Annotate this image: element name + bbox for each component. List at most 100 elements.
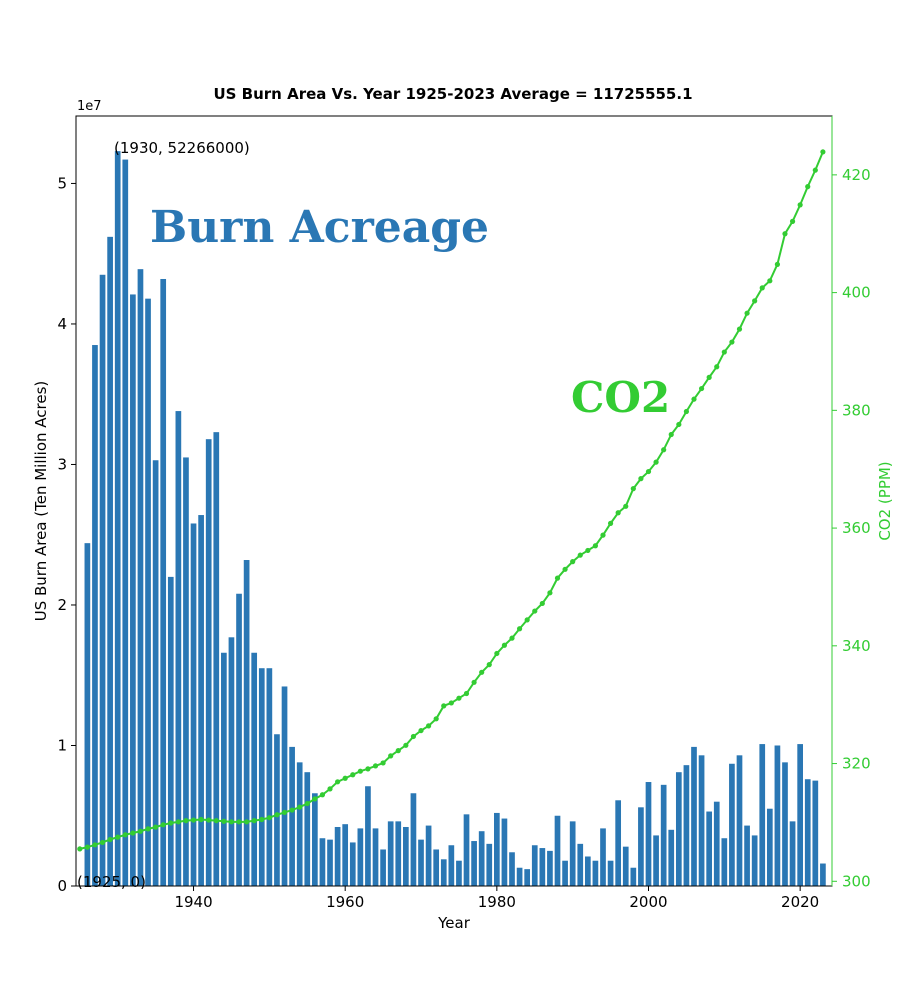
burn-bar-1949 (258, 668, 265, 886)
burn-bar-1951 (274, 734, 280, 886)
co2-point-2020 (797, 202, 803, 208)
burn-bar-1972 (433, 849, 440, 886)
co2-point-2011 (729, 339, 735, 345)
co2-point-1965 (380, 760, 386, 766)
co2-point-1993 (592, 543, 599, 549)
co2-point-2023 (820, 149, 826, 155)
x-axis: 1940 1960 1980 2000 2020 (174, 886, 819, 911)
burn-bar-2018 (782, 762, 788, 886)
burn-bar-1927 (92, 345, 98, 886)
co2-point-1948 (251, 818, 257, 824)
burn-bar-2021 (804, 779, 811, 886)
co2-point-1963 (365, 766, 371, 772)
co2-point-2016 (767, 278, 773, 284)
burn-bar-1985 (531, 845, 538, 886)
burn-bar-1950 (266, 668, 273, 886)
burn-bar-1932 (130, 294, 136, 886)
co2-point-1982 (509, 635, 515, 641)
burn-bar-1959 (334, 826, 341, 886)
co2-point-1930 (115, 834, 121, 840)
left-tick-label: 0 (57, 877, 67, 895)
co2-point-1959 (335, 779, 341, 785)
co2-point-1951 (274, 812, 280, 818)
burn-bar-1980 (494, 812, 500, 886)
co2-point-1925 (77, 846, 83, 852)
co2-point-1940 (190, 817, 197, 823)
co2-point-1955 (304, 800, 310, 807)
chart-title: US Burn Area Vs. Year 1925-2023 Average … (213, 85, 692, 103)
co2-point-1929 (107, 836, 113, 843)
co2-point-1975 (456, 695, 462, 701)
burn-bar-2009 (713, 801, 720, 886)
co2-point-1966 (388, 753, 394, 759)
co2-point-1987 (547, 590, 553, 596)
burn-bar-1970 (418, 839, 424, 886)
burn-bar-1974 (448, 845, 455, 886)
burn-bar-1955 (304, 772, 311, 886)
co2-point-1983 (516, 626, 523, 632)
burn-bar-1941 (198, 515, 204, 886)
y-axis-offset-text: 1e7 (77, 99, 102, 114)
co2-point-1974 (448, 700, 454, 706)
right-tick-label: 420 (842, 166, 871, 184)
co2-point-2007 (698, 385, 705, 392)
co2-point-1933 (137, 828, 144, 834)
burn-bar-2007 (698, 755, 705, 886)
co2-point-2012 (736, 326, 743, 332)
burn-bar-2002 (660, 784, 667, 886)
co2-point-2021 (805, 184, 811, 190)
co2-point-1989 (562, 566, 568, 572)
burn-bar-2013 (744, 825, 750, 886)
burn-bar-1987 (547, 850, 553, 886)
co2-point-1941 (198, 816, 204, 823)
burn-bar-1940 (190, 523, 197, 886)
co2-point-1949 (259, 816, 265, 823)
burn-bar-2003 (668, 829, 675, 886)
x-tick-label: 1940 (174, 893, 212, 911)
burn-bar-1948 (251, 652, 258, 886)
co2-point-2006 (691, 396, 697, 402)
burn-bar-2004 (675, 772, 682, 886)
co2-point-2000 (645, 468, 652, 475)
burn-bar-2014 (751, 835, 758, 886)
co2-point-1992 (585, 547, 591, 554)
co2-point-1972 (433, 716, 439, 722)
burn-bar-1990 (569, 821, 576, 886)
burn-bar-1933 (137, 269, 144, 886)
burn-bar-1994 (600, 828, 606, 886)
co2-point-1977 (471, 679, 477, 685)
co2-point-1956 (312, 796, 318, 802)
right-tick-label: 340 (842, 637, 871, 655)
co2-point-1988 (554, 575, 561, 581)
burn-bar-1931 (122, 159, 129, 886)
co2-point-2001 (653, 459, 659, 465)
x-tick-label: 2020 (781, 893, 819, 911)
co2-point-1946 (236, 819, 242, 825)
burn-bar-1938 (175, 411, 182, 886)
burn-bar-1996 (615, 800, 622, 886)
co2-point-1998 (630, 486, 636, 492)
co2-point-2017 (774, 261, 781, 267)
burn-bar-1977 (471, 841, 477, 886)
co2-point-2010 (721, 349, 727, 355)
burn-bar-1944 (221, 652, 227, 886)
co2-point-2019 (789, 218, 796, 224)
burn-bar-2020 (797, 744, 803, 886)
burn-bar-1993 (592, 860, 599, 886)
burn-bar-1998 (630, 867, 637, 886)
right-tick-label: 400 (842, 284, 871, 302)
burn-bar-1962 (357, 828, 364, 886)
burn-bar-2017 (774, 745, 781, 886)
co2-point-1934 (145, 826, 151, 832)
burn-bar-1947 (243, 560, 250, 886)
right-tick-label: 380 (842, 401, 871, 419)
co2-point-1927 (92, 842, 98, 848)
burn-bar-1999 (638, 807, 644, 886)
burn-bar-2023 (820, 863, 826, 886)
burn-bar-2000 (645, 782, 652, 886)
co2-point-1952 (281, 809, 288, 816)
burn-bar-1988 (554, 815, 561, 886)
co2-point-1984 (524, 617, 530, 623)
co2-point-2005 (683, 408, 690, 415)
left-tick-label: 5 (57, 174, 67, 192)
